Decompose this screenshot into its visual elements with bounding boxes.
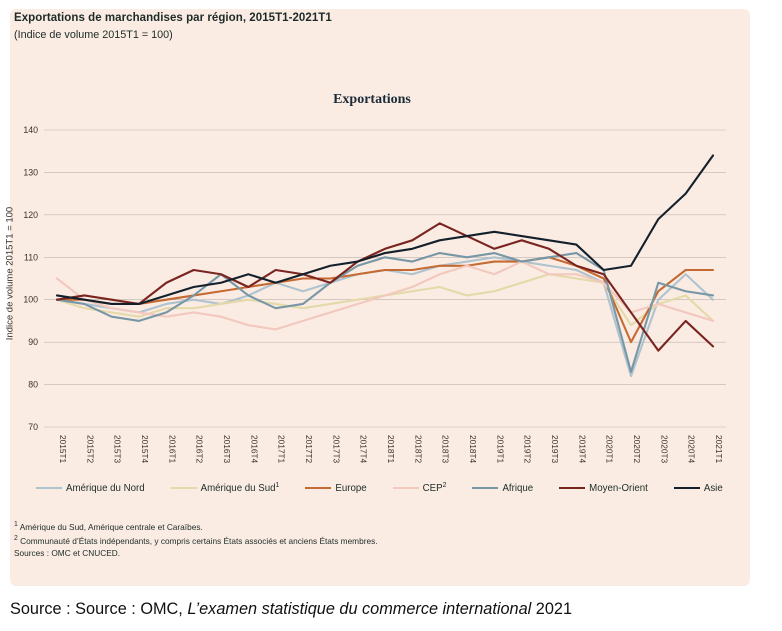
svg-text:2016T2: 2016T2: [195, 435, 205, 464]
svg-text:2017T3: 2017T3: [331, 435, 341, 464]
svg-text:2019T1: 2019T1: [495, 435, 505, 464]
svg-text:2020T3: 2020T3: [659, 435, 669, 464]
svg-text:130: 130: [23, 167, 38, 177]
svg-text:70: 70: [28, 422, 38, 432]
svg-text:100: 100: [23, 295, 38, 305]
svg-text:2016T3: 2016T3: [222, 435, 232, 464]
svg-text:2018T1: 2018T1: [386, 435, 396, 464]
svg-text:2015T2: 2015T2: [85, 435, 95, 464]
svg-text:90: 90: [28, 337, 38, 347]
svg-text:2016T4: 2016T4: [249, 435, 259, 464]
svg-text:2016T1: 2016T1: [167, 435, 177, 464]
svg-text:2015T1: 2015T1: [58, 435, 68, 464]
svg-text:2018T4: 2018T4: [468, 435, 478, 464]
svg-text:2019T4: 2019T4: [577, 435, 587, 464]
svg-text:2021T1: 2021T1: [714, 435, 724, 464]
svg-text:2017T4: 2017T4: [359, 435, 369, 464]
svg-text:2017T2: 2017T2: [304, 435, 314, 464]
svg-text:2015T3: 2015T3: [113, 435, 123, 464]
svg-text:2019T2: 2019T2: [523, 435, 533, 464]
svg-text:2018T2: 2018T2: [413, 435, 423, 464]
svg-text:2017T1: 2017T1: [277, 435, 287, 464]
svg-text:2018T3: 2018T3: [441, 435, 451, 464]
svg-text:2020T1: 2020T1: [605, 435, 615, 464]
svg-text:80: 80: [28, 380, 38, 390]
svg-text:2020T2: 2020T2: [632, 435, 642, 464]
svg-text:2020T4: 2020T4: [687, 435, 697, 464]
svg-text:110: 110: [24, 252, 38, 262]
svg-text:120: 120: [23, 210, 38, 220]
svg-text:2019T3: 2019T3: [550, 435, 560, 464]
svg-text:140: 140: [23, 125, 38, 135]
svg-text:2015T4: 2015T4: [140, 435, 150, 464]
